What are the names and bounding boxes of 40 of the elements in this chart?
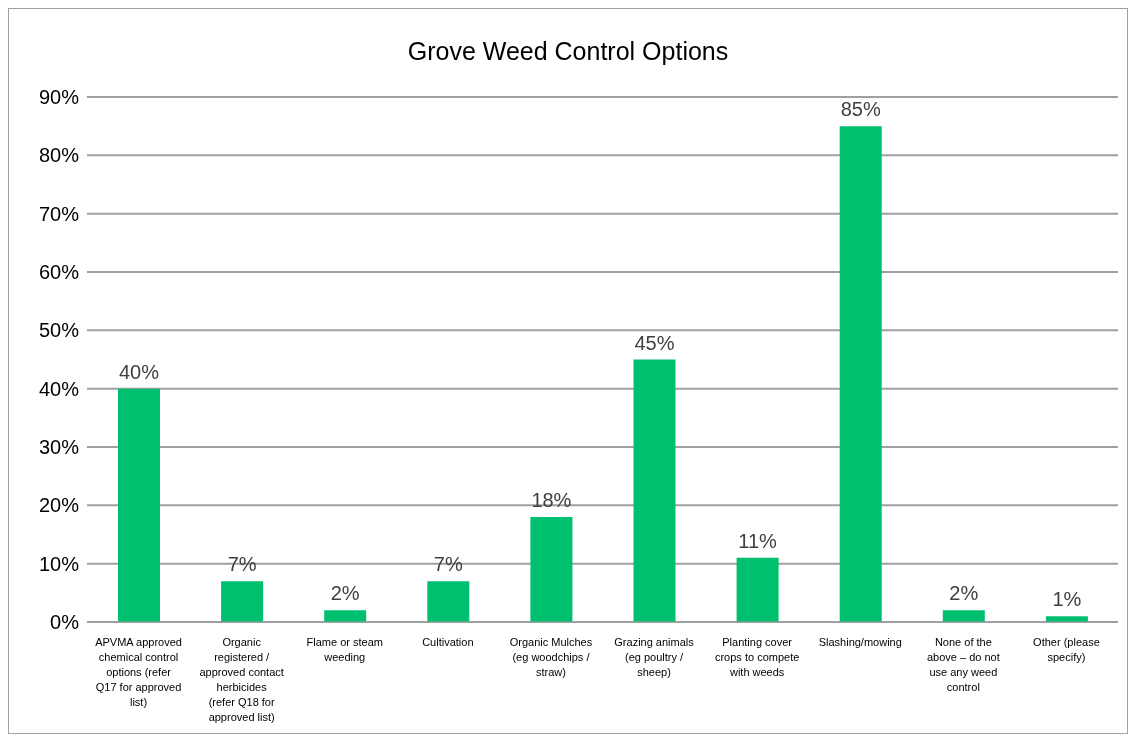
y-tick-label: 80% [38,144,80,167]
bar [633,359,676,622]
y-tick-label: 30% [38,436,80,459]
y-tick-label: 40% [38,377,80,400]
data-label: 7% [227,553,257,576]
data-label: 45% [634,331,675,354]
y-tick-label: 10% [38,552,80,575]
y-tick-label: 0% [50,611,80,634]
data-label: 40% [118,360,160,383]
data-label: 7% [433,553,463,576]
y-tick-label: 50% [38,319,80,342]
x-tick-label: Flame or steam weeding [306,636,383,663]
x-tick-label: APVMA approved chemical control options (refer Q17 for approved list) [95,636,182,708]
data-label: 2% [949,582,979,605]
y-tick-label: 20% [38,494,80,517]
bar [736,557,779,622]
data-label: 18% [531,489,572,511]
x-tick-label: None of the above – do not use any weed control [926,636,1000,693]
x-tick-label: Other (please specify) [1033,636,1100,663]
y-tick-label: 90% [38,86,80,109]
chart-title: Grove Weed Control Options [406,36,730,67]
bar [118,388,160,622]
data-label: 1% [1052,588,1082,611]
bar [427,581,470,622]
data-label: 11% [738,529,778,552]
bar [839,126,882,622]
x-tick-label: Planting cover crops to compete with weeds [714,636,800,678]
y-tick-label: 60% [38,261,80,284]
y-tick-label: 70% [38,202,80,225]
data-label: 85% [840,98,881,121]
bar [942,610,985,622]
data-label: 2% [330,582,360,605]
x-tick-label: Cultivation [422,636,474,648]
x-tick-label: Organic registered / approved contact herbicides (refer Q18 for approved list) [199,636,284,723]
x-tick-label: Grazing animals (eg poultry / sheep) [614,636,695,678]
x-tick-label: Slashing/mowing [818,636,902,648]
bar [221,581,264,622]
bar [324,610,367,622]
x-tick-label: Organic Mulches (eg woodchips / straw) [509,636,593,678]
bar [530,517,573,622]
